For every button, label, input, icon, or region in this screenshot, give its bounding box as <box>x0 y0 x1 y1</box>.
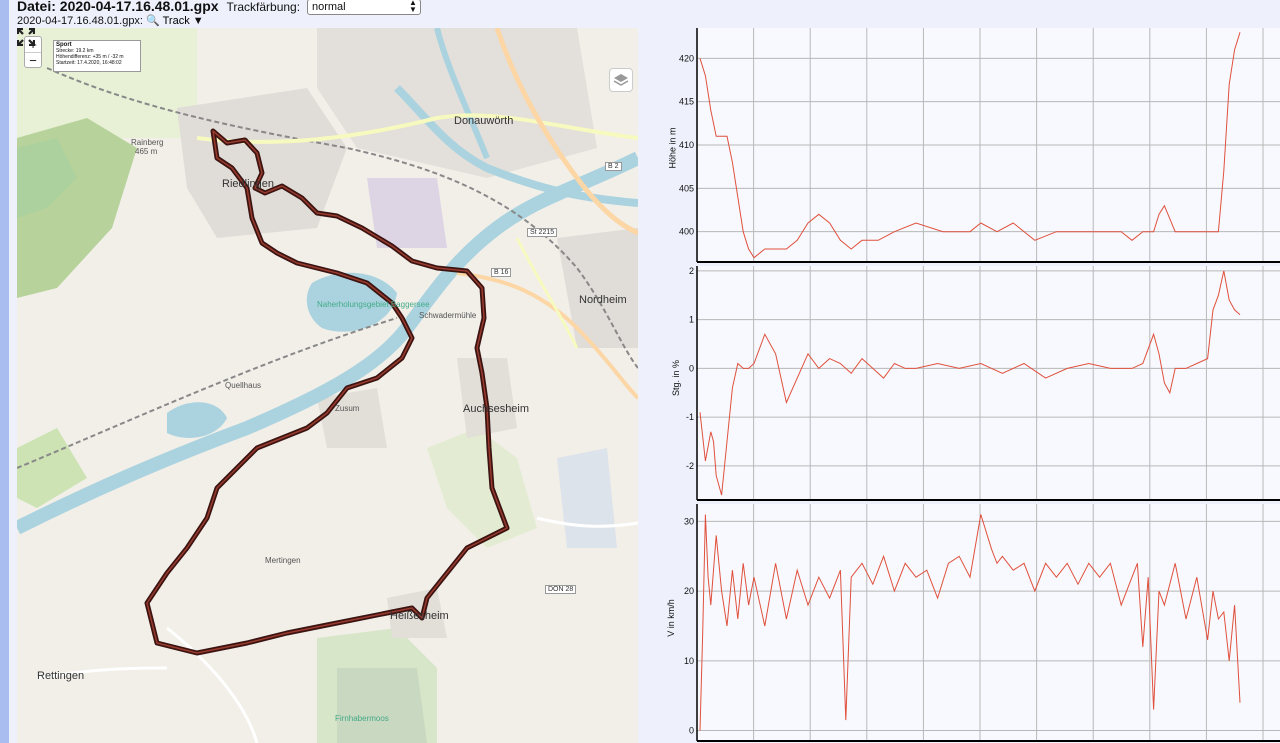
map-canvas <box>17 28 638 743</box>
map-label-donauwoerth: Donauwörth <box>454 115 514 127</box>
speed-chart: 0 10 20 30 <box>684 504 1280 742</box>
track-line: 2020-04-17.16.48.01.gpx: 🔍 Track ▼ <box>17 14 204 27</box>
track-color-value: normal <box>311 1 346 14</box>
road-sign-st2215: St 2215 <box>527 228 558 237</box>
y-tick-label: 1 <box>689 315 694 325</box>
info-elevation: Höhendifferenz: +35 m / -32 m <box>56 54 124 60</box>
y-tick-label: 410 <box>679 140 694 150</box>
slope-axis-label: Stg. in % <box>671 359 682 397</box>
y-tick-label: 2 <box>689 266 694 276</box>
map-view[interactable]: Donauwörth Riedlingen Nordheim Auchseshe… <box>17 28 638 743</box>
road-sign-b16: B 16 <box>491 268 512 277</box>
track-color-select[interactable]: normal ▲ ▼ <box>306 0 421 16</box>
y-tick-label: 405 <box>679 183 694 193</box>
y-tick-label: 30 <box>684 516 694 526</box>
y-tick-label: 20 <box>684 586 694 596</box>
y-tick-label: 0 <box>689 726 694 736</box>
track-link[interactable]: Track <box>162 15 190 27</box>
map-label-rettingen: Rettingen <box>37 670 85 682</box>
profile-charts: 400 405 410 415 420 -2 -1 0 1 2 0 10 20 30 Höhe in … <box>666 28 1280 743</box>
map-label-riedlingen: Riedlingen <box>222 178 274 190</box>
layers-button[interactable] <box>609 68 633 92</box>
fullscreen-icon[interactable] <box>17 28 35 46</box>
map-label-rainberg: Rainberg <box>131 138 164 147</box>
slope-chart: -2 -1 0 1 2 <box>686 266 1280 501</box>
road-sign-b2: B 2 <box>605 162 622 171</box>
y-tick-label: 420 <box>679 53 694 63</box>
select-arrows-icon: ▲ ▼ <box>409 0 417 15</box>
series-line <box>699 270 1241 496</box>
zoom-out-button[interactable]: − <box>29 53 37 68</box>
map-label-rainberg-height: 465 m <box>135 147 158 156</box>
info-start: Startzeit: 17.4.2020, 16:48:02 <box>56 60 122 66</box>
elevation-axis-label: Höhe in m <box>667 127 678 169</box>
zoom-magnifier-icon[interactable]: 🔍 <box>146 15 160 27</box>
map-label-mertingen: Mertingen <box>265 556 301 565</box>
map-label-heissesheim: Heißesheim <box>390 610 449 622</box>
road-sign-don28: DON 28 <box>545 585 577 594</box>
map-label-firnhabermoos: Firnhabermoos <box>335 714 389 723</box>
info-distance: Strecke: 19.2 km <box>56 48 94 54</box>
map-label-auchsesheim: Auchsesheim <box>463 403 530 415</box>
y-tick-label: -2 <box>686 461 694 471</box>
series-line <box>699 32 1241 259</box>
speed-axis-label: V in km/h <box>665 599 676 637</box>
track-info-box: Sport Strecke: 19.2 km Höhendifferenz: +… <box>53 40 141 72</box>
info-title: Sport <box>56 42 72 48</box>
subtitle-file: 2020-04-17.16.48.01.gpx: <box>17 15 143 27</box>
series-line <box>699 514 1241 731</box>
map-label-baggersee: Naherholungsgebiet Baggersee <box>317 300 430 309</box>
y-tick-label: 400 <box>679 227 694 237</box>
elevation-chart: 400 405 410 415 420 <box>679 28 1280 263</box>
layers-icon <box>613 74 629 86</box>
plot-background <box>697 504 1280 741</box>
y-tick-label: 0 <box>689 363 694 373</box>
page-header: Datei: 2020-04-17.16.48.01.gpx Trackfärb… <box>17 0 657 28</box>
triangle-down-icon[interactable]: ▼ <box>192 15 204 27</box>
map-label-schwadermuehle: Schwadermühle <box>419 311 477 320</box>
header-line: Datei: 2020-04-17.16.48.01.gpx Trackfärb… <box>17 0 421 16</box>
map-label-zusum: Zusum <box>335 404 360 413</box>
y-tick-label: -1 <box>686 412 694 422</box>
left-border-strip <box>0 0 9 743</box>
y-tick-label: 10 <box>684 656 694 666</box>
map-label-nordheim: Nordheim <box>579 294 627 306</box>
map-label-quellhaus: Quellhaus <box>225 381 262 390</box>
plot-background <box>697 266 1280 500</box>
file-title: Datei: 2020-04-17.16.48.01.gpx <box>17 0 219 14</box>
track-color-label: Trackfärbung: <box>226 0 301 14</box>
y-tick-label: 415 <box>679 97 694 107</box>
